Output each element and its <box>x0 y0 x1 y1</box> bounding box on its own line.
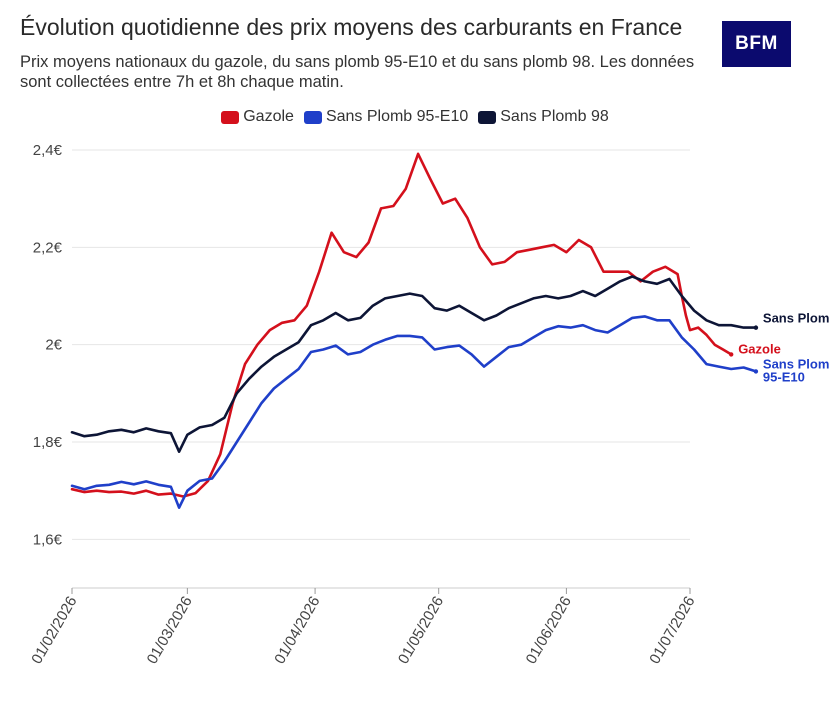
y-tick-label: 2,2€ <box>33 239 63 256</box>
series-end-label-2: Sans Plomb 98 <box>763 311 830 326</box>
series-line-2 <box>70 275 758 453</box>
y-tick-label: 2€ <box>45 337 62 354</box>
legend-item-sp95[interactable]: Sans Plomb 95-E10 <box>303 108 469 126</box>
y-tick-label: 1,8€ <box>33 434 63 451</box>
x-tick-label: 01/04/2026 <box>271 594 323 668</box>
series-end-point-1 <box>753 369 759 374</box>
legend-swatch-gazole <box>221 110 240 124</box>
bfm-logo: BFM <box>722 21 791 67</box>
series-end-label-0: Gazole <box>738 341 781 356</box>
x-tick-label: 01/03/2026 <box>144 594 196 668</box>
legend-swatch-sp95 <box>303 110 322 124</box>
series-end-label-1: Sans Plomb 95-E10 <box>763 356 830 384</box>
series-end-point-0 <box>729 352 734 357</box>
series-line-0 <box>70 152 733 498</box>
legend-item-sp98[interactable]: Sans Plomb 98 <box>478 108 609 126</box>
legend-item-gazole[interactable]: Gazole <box>221 108 294 126</box>
series-line-1 <box>70 315 758 509</box>
legend-swatch-sp98 <box>478 110 497 124</box>
x-tick-label: 01/02/2026 <box>28 594 80 668</box>
chart-legend: Gazole Sans Plomb 95-E10 Sans Plomb 98 <box>0 108 830 126</box>
legend-label-sp95: Sans Plomb 95-E10 <box>325 108 469 125</box>
chart-subtitle: Prix moyens nationaux du gazole, du sans… <box>20 53 695 91</box>
x-tick-label: 01/05/2026 <box>395 594 447 668</box>
y-tick-label: 2,4€ <box>33 142 63 159</box>
x-tick-label: 01/06/2026 <box>523 594 575 668</box>
series-end-point-2 <box>753 325 759 330</box>
legend-label-sp98: Sans Plomb 98 <box>500 108 609 125</box>
y-tick-label: 1,6€ <box>33 531 63 548</box>
legend-label-gazole: Gazole <box>243 108 294 125</box>
x-tick-label: 01/07/2026 <box>646 594 698 668</box>
chart-title: Évolution quotidienne des prix moyens de… <box>20 14 683 40</box>
